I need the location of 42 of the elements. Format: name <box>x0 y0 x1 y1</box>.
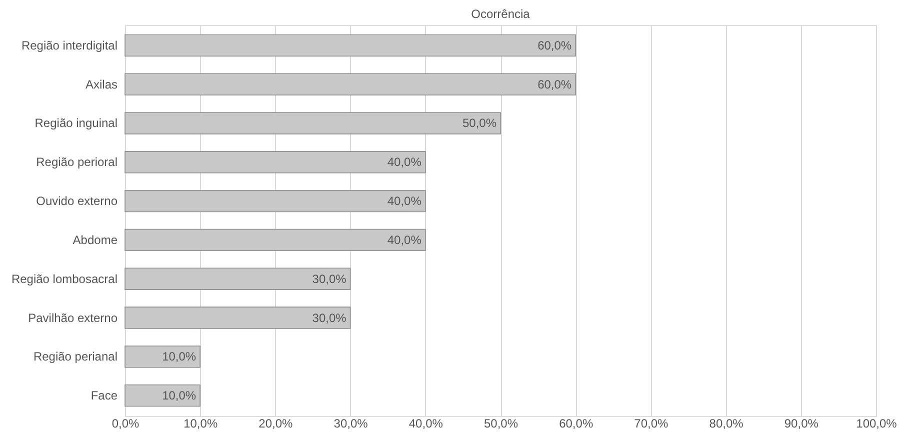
chart-title: Ocorrência <box>471 7 530 21</box>
bar <box>124 228 426 252</box>
y-tick-label: Face <box>90 388 118 403</box>
y-tick-label: Axilas <box>85 77 118 92</box>
y-tick-label: Região perioral <box>36 155 118 170</box>
x-tick-label: 0,0% <box>112 416 140 430</box>
data-label: 40,0% <box>387 232 422 247</box>
x-tick-label: 30,0% <box>334 416 368 430</box>
y-tick-label: Abdome <box>72 232 118 247</box>
bar <box>124 384 200 407</box>
y-tick-label: Ouvido externo <box>36 194 118 208</box>
data-label: 10,0% <box>162 388 196 403</box>
bar <box>124 190 426 212</box>
bar <box>124 306 351 329</box>
x-tick-label: 80,0% <box>709 416 744 430</box>
data-label: 10,0% <box>162 350 196 364</box>
x-tick-label: 40,0% <box>408 416 444 430</box>
y-tick-label: Pavilhão externo <box>28 310 118 325</box>
x-tick-label: 90,0% <box>784 416 819 430</box>
x-tick-label: 50,0% <box>484 416 518 430</box>
data-label: 30,0% <box>312 310 347 325</box>
data-label: 60,0% <box>538 77 572 92</box>
x-tick-label: 70,0% <box>634 416 669 430</box>
data-label: 40,0% <box>387 194 422 208</box>
data-label: 30,0% <box>312 272 347 286</box>
y-tick-label: Região perianal <box>33 350 118 364</box>
bar <box>124 346 200 368</box>
data-label: 40,0% <box>387 155 422 170</box>
bar <box>124 34 576 57</box>
data-label: 50,0% <box>462 116 497 130</box>
data-label: 60,0% <box>538 38 572 52</box>
bar <box>124 112 501 134</box>
bar <box>124 151 426 174</box>
y-tick-label: Região inguinal <box>34 116 118 130</box>
x-tick-label: 10,0% <box>184 416 218 430</box>
x-tick-label: 100,0% <box>856 416 898 430</box>
y-tick-label: Região interdigital <box>21 38 118 52</box>
x-tick-label: 20,0% <box>258 416 294 430</box>
bar <box>124 73 576 96</box>
bar <box>124 268 351 290</box>
x-tick-label: 60,0% <box>559 416 594 430</box>
y-tick-label: Região lombosacral <box>11 272 118 286</box>
